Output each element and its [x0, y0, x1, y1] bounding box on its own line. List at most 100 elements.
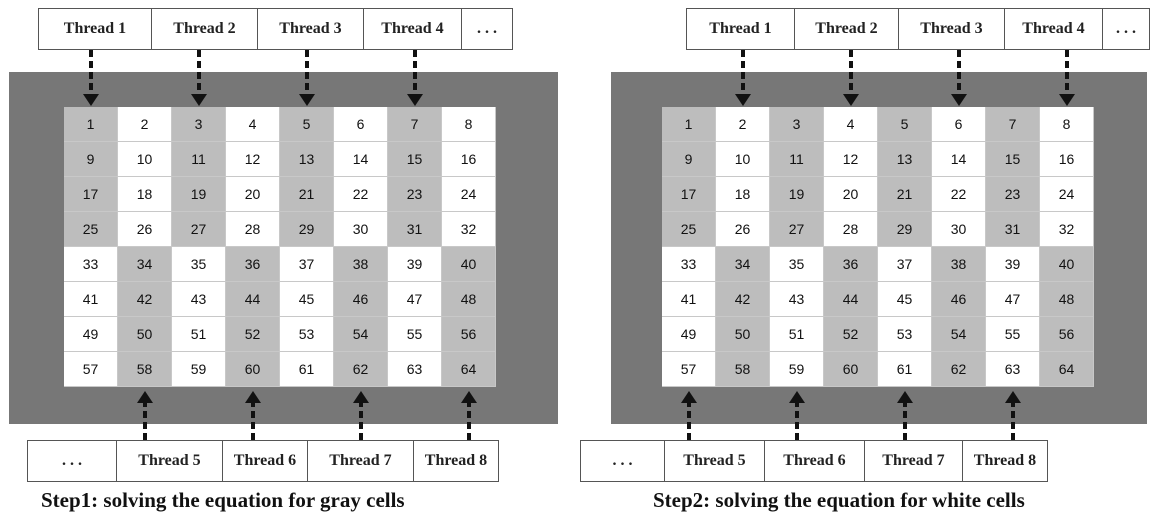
grid-cell: 12	[824, 142, 878, 177]
grid-cell: 40	[1040, 247, 1094, 282]
grid-cell: 61	[280, 352, 334, 387]
grid-cell: 16	[442, 142, 496, 177]
grid-cell: 45	[878, 282, 932, 317]
grid-cell: 1	[662, 107, 716, 142]
grid-cell: 34	[118, 247, 172, 282]
grid-cell: 35	[172, 247, 226, 282]
thread-label: Thread 6	[223, 441, 308, 481]
grid-cell: 43	[172, 282, 226, 317]
ellipsis-label: . . .	[581, 441, 665, 481]
grid-cell: 17	[662, 177, 716, 212]
grid-cell: 9	[662, 142, 716, 177]
grid-cell: 28	[824, 212, 878, 247]
grid-cell: 56	[442, 317, 496, 352]
grid-cell: 36	[226, 247, 280, 282]
grid-cell: 57	[64, 352, 118, 387]
ellipsis-label: . . .	[1116, 20, 1136, 37]
grid-cell: 44	[226, 282, 280, 317]
grid-cell: 53	[280, 317, 334, 352]
grid-cell: 38	[334, 247, 388, 282]
grid-cell: 21	[878, 177, 932, 212]
grid-cell: 49	[64, 317, 118, 352]
grid-cell: 6	[334, 107, 388, 142]
grid-cell: 39	[986, 247, 1040, 282]
cell-grid: 1 2 3 4 5 6 7 8 9 10 11 12 13 14 15 16 17 18 19 20 21 22 23 24 2…	[64, 107, 496, 387]
grid-cell: 10	[716, 142, 770, 177]
thread-label: Thread 8	[424, 452, 488, 469]
grid-cell: 35	[770, 247, 824, 282]
grid-cell: 17	[64, 177, 118, 212]
grid-cell: 54	[334, 317, 388, 352]
grid-cell: 30	[334, 212, 388, 247]
thread-label: Thread 6	[765, 441, 865, 481]
grid-cell: 63	[388, 352, 442, 387]
thread-label: Thread 2	[795, 9, 899, 49]
grid-cell: 58	[118, 352, 172, 387]
grid-cell: 32	[1040, 212, 1094, 247]
step-caption: Step2: solving the equation for white ce…	[653, 488, 1025, 512]
thread-label: Thread 5	[665, 441, 765, 481]
grid-cell: 41	[64, 282, 118, 317]
grid-cell: 19	[770, 177, 824, 212]
thread-label: Thread 7	[865, 441, 963, 481]
grid-cell: 36	[824, 247, 878, 282]
grid-cell: 23	[986, 177, 1040, 212]
grid-cell: 22	[932, 177, 986, 212]
grid-cell: 44	[824, 282, 878, 317]
grid-cell: 62	[932, 352, 986, 387]
cell-grid: 1 2 3 4 5 6 7 8 9 10 11 12 13 14 15 16 17 18 19 20 21 22 23 24 2…	[662, 107, 1094, 387]
grid-cell: 40	[442, 247, 496, 282]
grid-cell: 26	[716, 212, 770, 247]
thread-label: Thread 8	[973, 452, 1037, 469]
grid-cell: 33	[64, 247, 118, 282]
grid-cell: 50	[716, 317, 770, 352]
grid-cell: 29	[878, 212, 932, 247]
grid-cell: 14	[334, 142, 388, 177]
grid-cell: 42	[118, 282, 172, 317]
grid-cell: 11	[770, 142, 824, 177]
thread-label: Thread 3	[258, 9, 364, 49]
grid-cell: 22	[334, 177, 388, 212]
thread-label: Thread 2	[152, 9, 258, 49]
grid-cell: 25	[662, 212, 716, 247]
grid-cell: 13	[280, 142, 334, 177]
grid-cell: 63	[986, 352, 1040, 387]
grid-cell: 47	[986, 282, 1040, 317]
grid-cell: 51	[172, 317, 226, 352]
grid-cell: 61	[878, 352, 932, 387]
grid-cell: 2	[716, 107, 770, 142]
grid-cell: 14	[932, 142, 986, 177]
grid-cell: 33	[662, 247, 716, 282]
grid-cell: 27	[172, 212, 226, 247]
grid-cell: 64	[1040, 352, 1094, 387]
grid-cell: 57	[662, 352, 716, 387]
grid-cell: 15	[986, 142, 1040, 177]
bottom-thread-row: . . . Thread 5 Thread 6 Thread 7 Thread 8	[580, 440, 1048, 482]
grid-cell: 20	[824, 177, 878, 212]
grid-cell: 34	[716, 247, 770, 282]
grid-cell: 56	[1040, 317, 1094, 352]
grid-cell: 20	[226, 177, 280, 212]
grid-cell: 7	[986, 107, 1040, 142]
grid-cell: 39	[388, 247, 442, 282]
grid-cell: 5	[878, 107, 932, 142]
grid-cell: 41	[662, 282, 716, 317]
grid-cell: 37	[280, 247, 334, 282]
grid-cell: 32	[442, 212, 496, 247]
grid-cell: 54	[932, 317, 986, 352]
grid-cell: 28	[226, 212, 280, 247]
grid-cell: 60	[824, 352, 878, 387]
top-thread-row: Thread 1 Thread 2 Thread 3 Thread 4 . . .	[686, 8, 1150, 50]
grid-cell: 15	[388, 142, 442, 177]
grid-cell: 43	[770, 282, 824, 317]
grid-cell: 4	[824, 107, 878, 142]
grid-cell: 24	[1040, 177, 1094, 212]
grid-cell: 31	[388, 212, 442, 247]
grid-cell: 8	[1040, 107, 1094, 142]
grid-cell: 46	[334, 282, 388, 317]
grid-cell: 10	[118, 142, 172, 177]
grid-cell: 64	[442, 352, 496, 387]
thread-label: Thread 1	[39, 9, 152, 49]
grid-cell: 59	[172, 352, 226, 387]
